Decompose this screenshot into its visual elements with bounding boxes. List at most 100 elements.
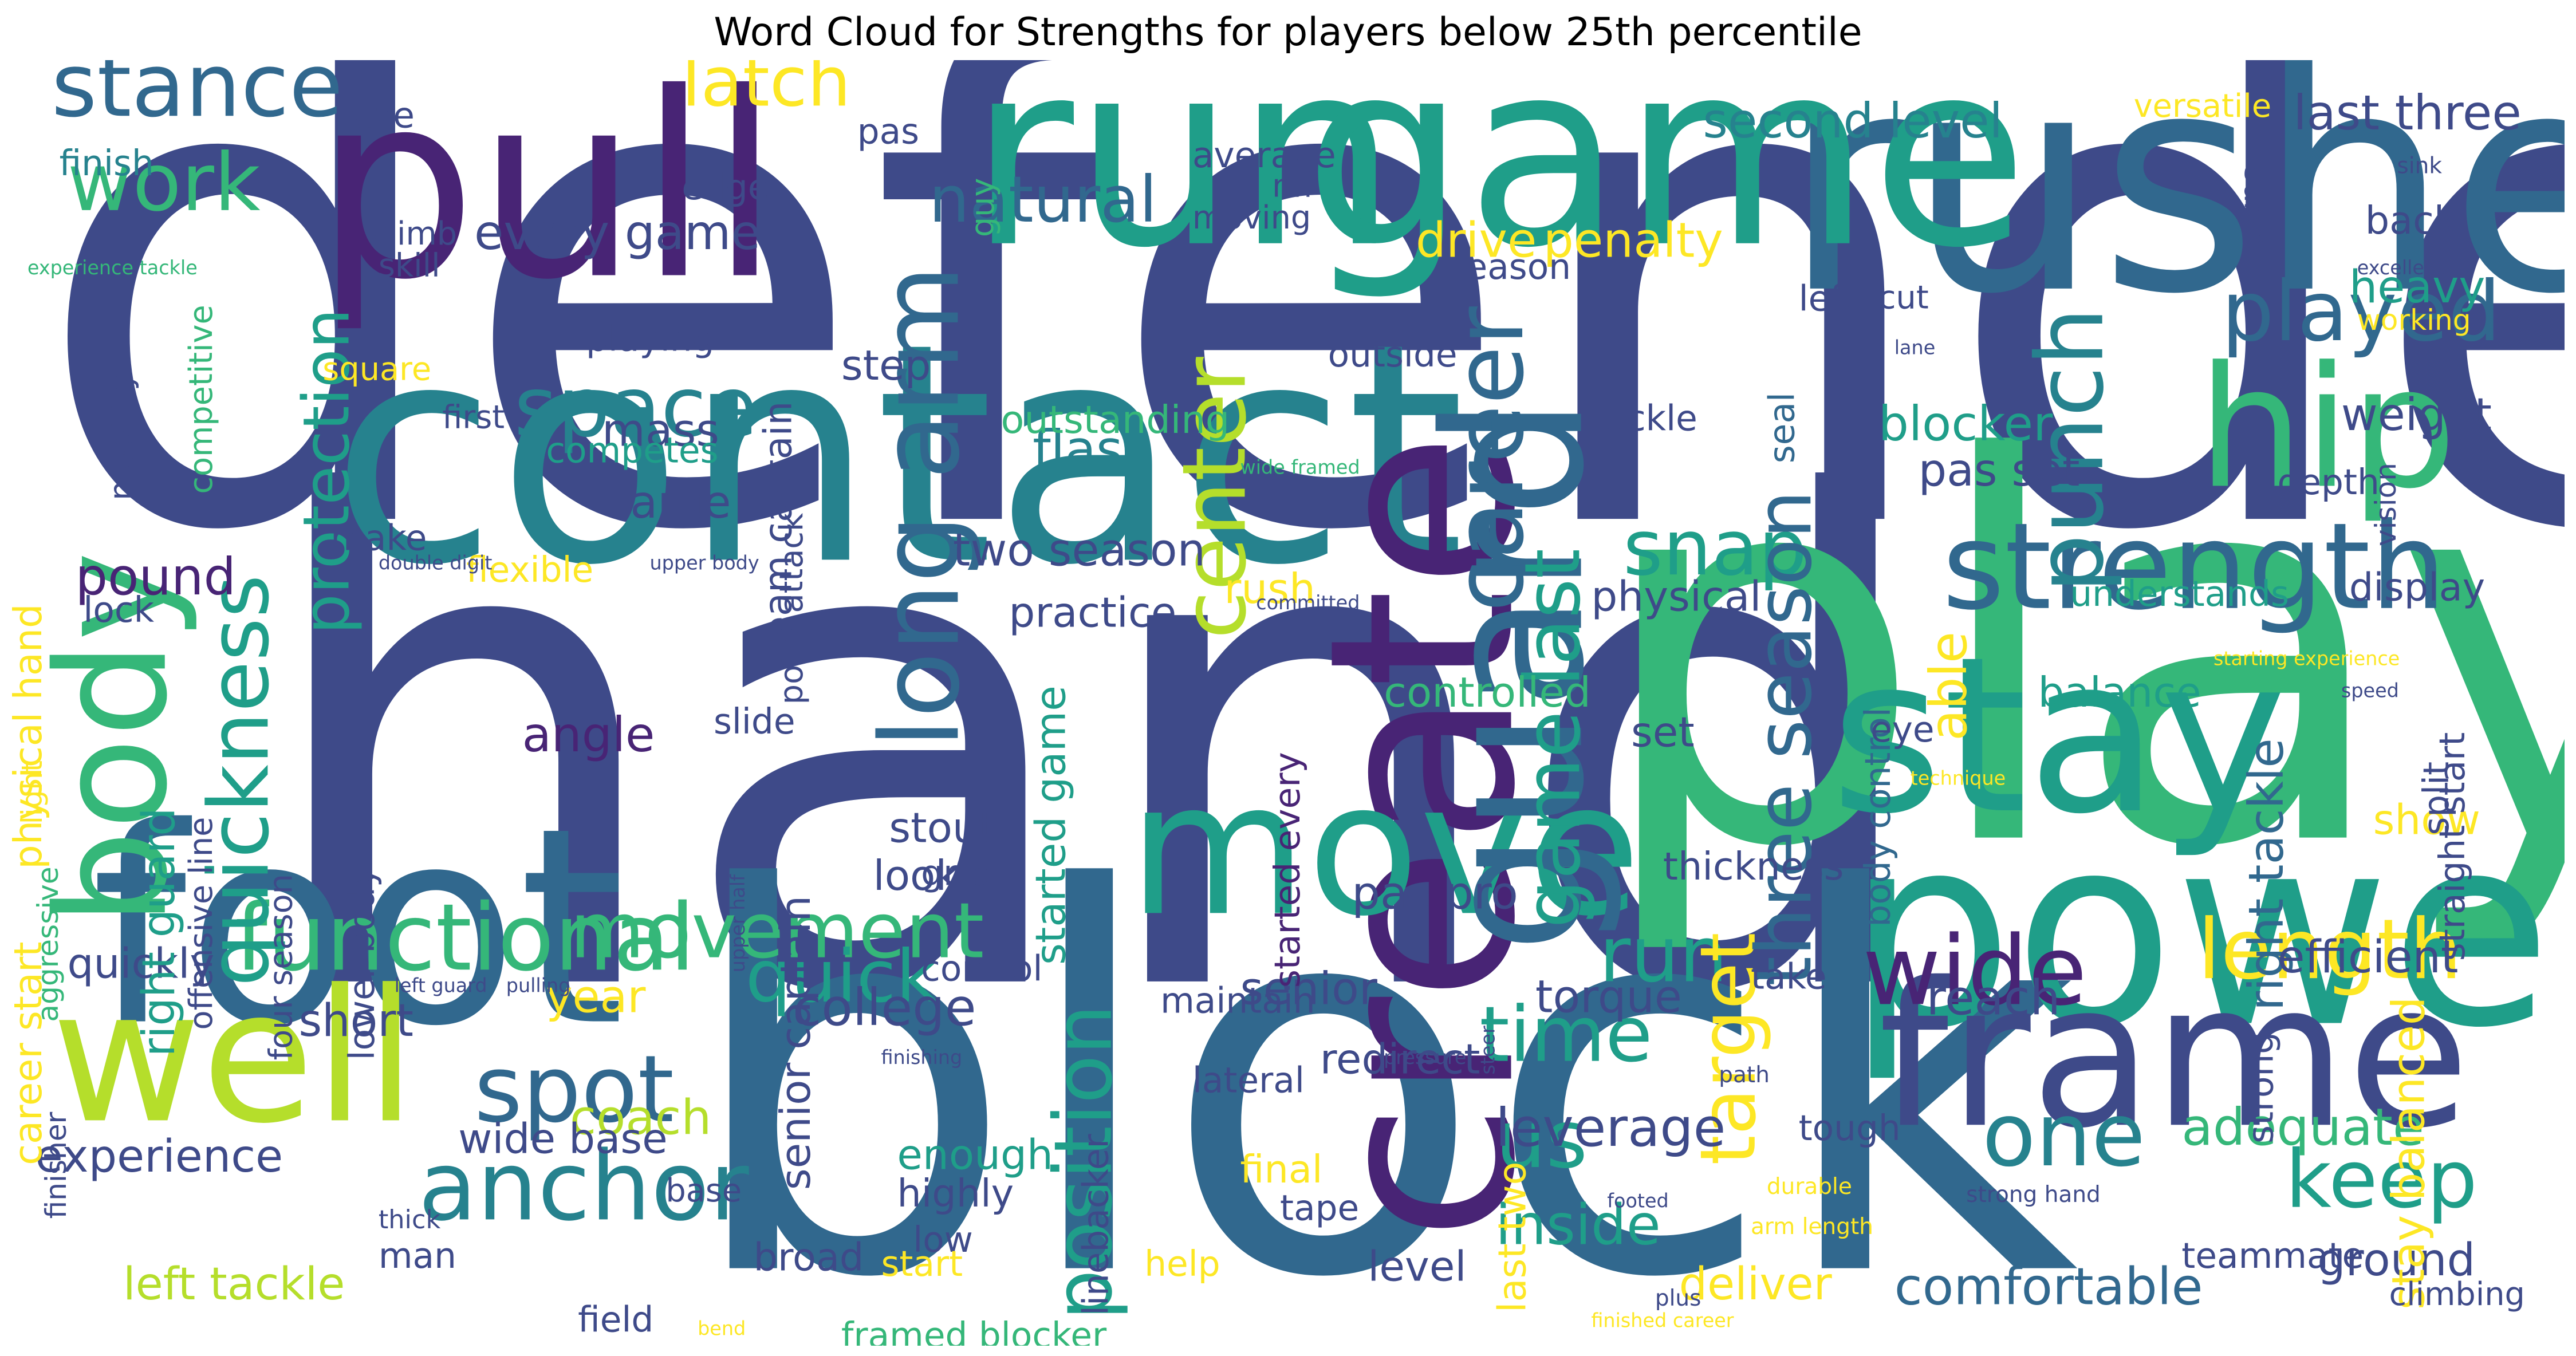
word-tough: tough bbox=[1799, 1108, 1901, 1149]
word-run: run bbox=[969, 60, 1397, 304]
word-efficient: efficient bbox=[2277, 932, 2458, 983]
word-controlled: controlled bbox=[1384, 669, 1591, 717]
word-left-tackle: left tackle bbox=[123, 1259, 345, 1310]
word-short: short bbox=[299, 995, 413, 1047]
word-man: man bbox=[379, 1236, 456, 1276]
word-skill: skill bbox=[379, 247, 440, 285]
word-team-captain: team captain bbox=[756, 401, 801, 655]
word-rusher: rusher bbox=[1783, 60, 2565, 360]
word-position: position bbox=[1037, 1004, 1130, 1320]
word-slide: slide bbox=[714, 701, 795, 742]
word-second-level: second level bbox=[1703, 93, 2002, 149]
word-square: square bbox=[322, 351, 431, 388]
word-drive: drive bbox=[1416, 212, 1537, 269]
word-left: left bbox=[1799, 279, 1856, 320]
word-heavy: heavy bbox=[2349, 262, 2486, 313]
word-keep: keep bbox=[2285, 1133, 2477, 1226]
word-plus: plus bbox=[1655, 1286, 1701, 1311]
word-strength: strength bbox=[1942, 498, 2446, 637]
word-adequate: adequate bbox=[2181, 1098, 2424, 1157]
word-hand: hand bbox=[251, 360, 1936, 1140]
word-pressure: pressure bbox=[1384, 1046, 1466, 1069]
word-committed: committed bbox=[1256, 592, 1360, 614]
word-owns: owns bbox=[2233, 166, 2270, 249]
word-linebacker: linebacker bbox=[1076, 1133, 1117, 1315]
word-strong: strong bbox=[2241, 1032, 2282, 1144]
word-block: block bbox=[682, 780, 2079, 1346]
word-anchor: anchor bbox=[418, 1131, 749, 1242]
word-experience: experience bbox=[36, 1131, 283, 1182]
word-year: year bbox=[546, 971, 646, 1023]
word-able: able bbox=[1919, 632, 1979, 741]
word-pulling: pulling bbox=[506, 975, 571, 997]
word-teammate: teammate bbox=[2181, 1236, 2364, 1276]
word-step: step bbox=[841, 342, 931, 390]
word-quick: quick bbox=[746, 935, 938, 1019]
word-stay: stay bbox=[1830, 610, 2287, 861]
word-stout: stout bbox=[889, 805, 995, 853]
word-arm-length: arm length bbox=[1751, 1214, 1873, 1240]
word-control: control bbox=[921, 949, 1042, 990]
word-finishing: finishing bbox=[881, 1046, 963, 1069]
word-weight: weight bbox=[2341, 389, 2492, 441]
word-every-game: every game bbox=[474, 204, 761, 261]
word-stance: stance bbox=[52, 60, 343, 137]
word-protection: protection bbox=[290, 309, 364, 634]
word-right-tackle: right tackle bbox=[2238, 738, 2294, 1011]
word-climb: climb bbox=[371, 215, 457, 253]
word-mobility: mobility bbox=[103, 372, 140, 500]
word-field: field bbox=[578, 1299, 653, 1340]
word-make: make bbox=[330, 518, 427, 559]
word-experience-tackle: experience tackle bbox=[27, 257, 198, 279]
word-wide-framed: wide framed bbox=[1240, 456, 1360, 478]
word-strong-hand: strong hand bbox=[1966, 1182, 2101, 1208]
word-well: well bbox=[52, 950, 416, 1164]
word-natural: natural bbox=[929, 163, 1157, 237]
word-look: look bbox=[873, 852, 960, 900]
word-run: run bbox=[1599, 910, 1727, 999]
word-upper-half: upper half bbox=[727, 874, 749, 972]
word-competes: competes bbox=[546, 430, 718, 471]
word-started-every: started every bbox=[1267, 752, 1308, 988]
word-show: show bbox=[2373, 797, 2480, 845]
word-last-three: last three bbox=[2293, 85, 2521, 141]
word-footed: footed bbox=[1607, 1190, 1669, 1212]
word-speed: speed bbox=[2341, 679, 2399, 701]
word-body: body bbox=[25, 551, 201, 926]
word-inside: inside bbox=[1495, 1192, 1661, 1258]
word-understands: understands bbox=[2070, 574, 2289, 614]
word-display: display bbox=[2349, 565, 2485, 609]
word-versatile: versatile bbox=[2134, 88, 2271, 125]
word-maintain: maintain bbox=[1160, 980, 1315, 1021]
word-contact: contact bbox=[330, 278, 1465, 631]
word-senior: senior bbox=[1240, 963, 1377, 1015]
word-mass: mass bbox=[602, 405, 719, 457]
word-nfl: nfl bbox=[1272, 167, 1312, 204]
word-rush: rush bbox=[1224, 565, 1315, 613]
word-guard: guard bbox=[1404, 396, 1626, 953]
word-guy: guy bbox=[964, 178, 1002, 238]
word-length: length bbox=[2197, 902, 2462, 998]
word-time: time bbox=[1479, 990, 1652, 1079]
word-wide: wide bbox=[1862, 916, 2087, 1027]
word-enough: enough bbox=[897, 1132, 1053, 1180]
word-large: large bbox=[618, 477, 731, 529]
word-level: level bbox=[1368, 1243, 1466, 1291]
word-lower-body: lower body bbox=[342, 866, 383, 1060]
word-left-guard: left guard bbox=[395, 975, 487, 997]
word-sink: sink bbox=[2397, 153, 2442, 179]
word-stay-balanced: stay balanced bbox=[2383, 997, 2435, 1310]
word-space: space bbox=[514, 360, 758, 456]
word-bend: bend bbox=[698, 1318, 746, 1340]
word-technique: technique bbox=[1911, 767, 2006, 790]
word-quickness: quickness bbox=[191, 574, 287, 986]
word-pas: pas bbox=[857, 111, 919, 152]
word-ground: ground bbox=[2317, 1235, 2475, 1286]
word-start: start bbox=[881, 1244, 963, 1284]
word-body-control: body control bbox=[1858, 707, 1898, 927]
word-competitive: competitive bbox=[183, 305, 220, 494]
word-upper-body: upper body bbox=[650, 552, 759, 574]
word-steer: steer bbox=[1476, 1026, 1499, 1075]
word-work: work bbox=[68, 136, 261, 229]
